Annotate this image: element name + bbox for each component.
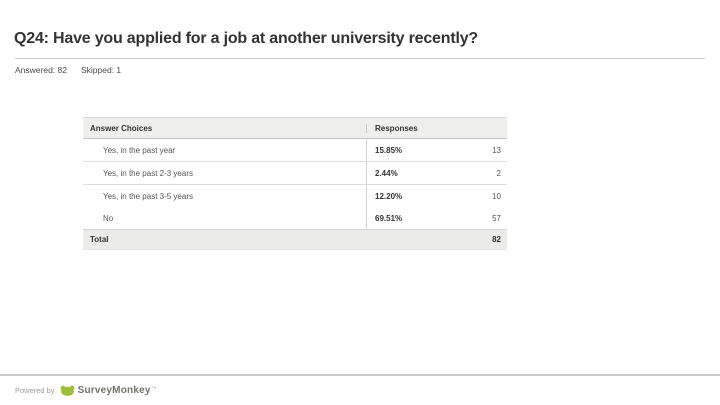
answer-label: Yes, in the past year <box>103 145 176 155</box>
powered-by-label: Powered by <box>15 385 55 395</box>
table-row: No 69.51% 57 <box>83 207 507 229</box>
response-percent: 69.51% <box>375 213 403 223</box>
response-percent: 15.85% <box>375 145 403 155</box>
response-percent: 12.20% <box>375 191 403 201</box>
results-table: Answer Choices Responses Yes, in the pas… <box>83 117 507 250</box>
table-header-row: Answer Choices Responses <box>83 117 507 139</box>
total-count: 82 <box>492 235 501 244</box>
table-total-row: Total 82 <box>83 229 507 250</box>
response-meta: Answered: 82 Skipped: 1 <box>15 65 121 75</box>
surveymonkey-wordmark: SurveyMonkey <box>77 384 151 396</box>
table-row: Yes, in the past 2-3 years 2.44% 2 <box>83 161 507 184</box>
answer-label: No <box>103 213 114 223</box>
response-count: 10 <box>492 191 501 201</box>
response-count: 57 <box>492 213 501 223</box>
title-divider <box>15 58 705 59</box>
footer: Powered by SurveyMonkey ™ <box>15 383 157 397</box>
table-row: Yes, in the past 3-5 years 12.20% 10 <box>83 184 507 207</box>
answer-label: Yes, in the past 2-3 years <box>103 168 193 178</box>
response-count: 2 <box>496 168 501 178</box>
header-responses: Responses <box>366 123 507 133</box>
trademark-symbol: ™ <box>151 386 157 392</box>
footer-divider <box>0 374 720 376</box>
answer-label: Yes, in the past 3-5 years <box>103 191 193 201</box>
page-title: Q24: Have you applied for a job at anoth… <box>14 30 478 47</box>
table-row: Yes, in the past year 15.85% 13 <box>83 139 507 161</box>
response-count: 13 <box>492 145 501 155</box>
response-percent: 2.44% <box>375 168 398 178</box>
answered-count: Answered: 82 <box>15 65 67 75</box>
surveymonkey-logo-icon <box>60 385 74 396</box>
total-label: Total <box>90 235 109 244</box>
skipped-count: Skipped: 1 <box>80 65 122 75</box>
header-answer-choices: Answer Choices <box>90 123 153 133</box>
